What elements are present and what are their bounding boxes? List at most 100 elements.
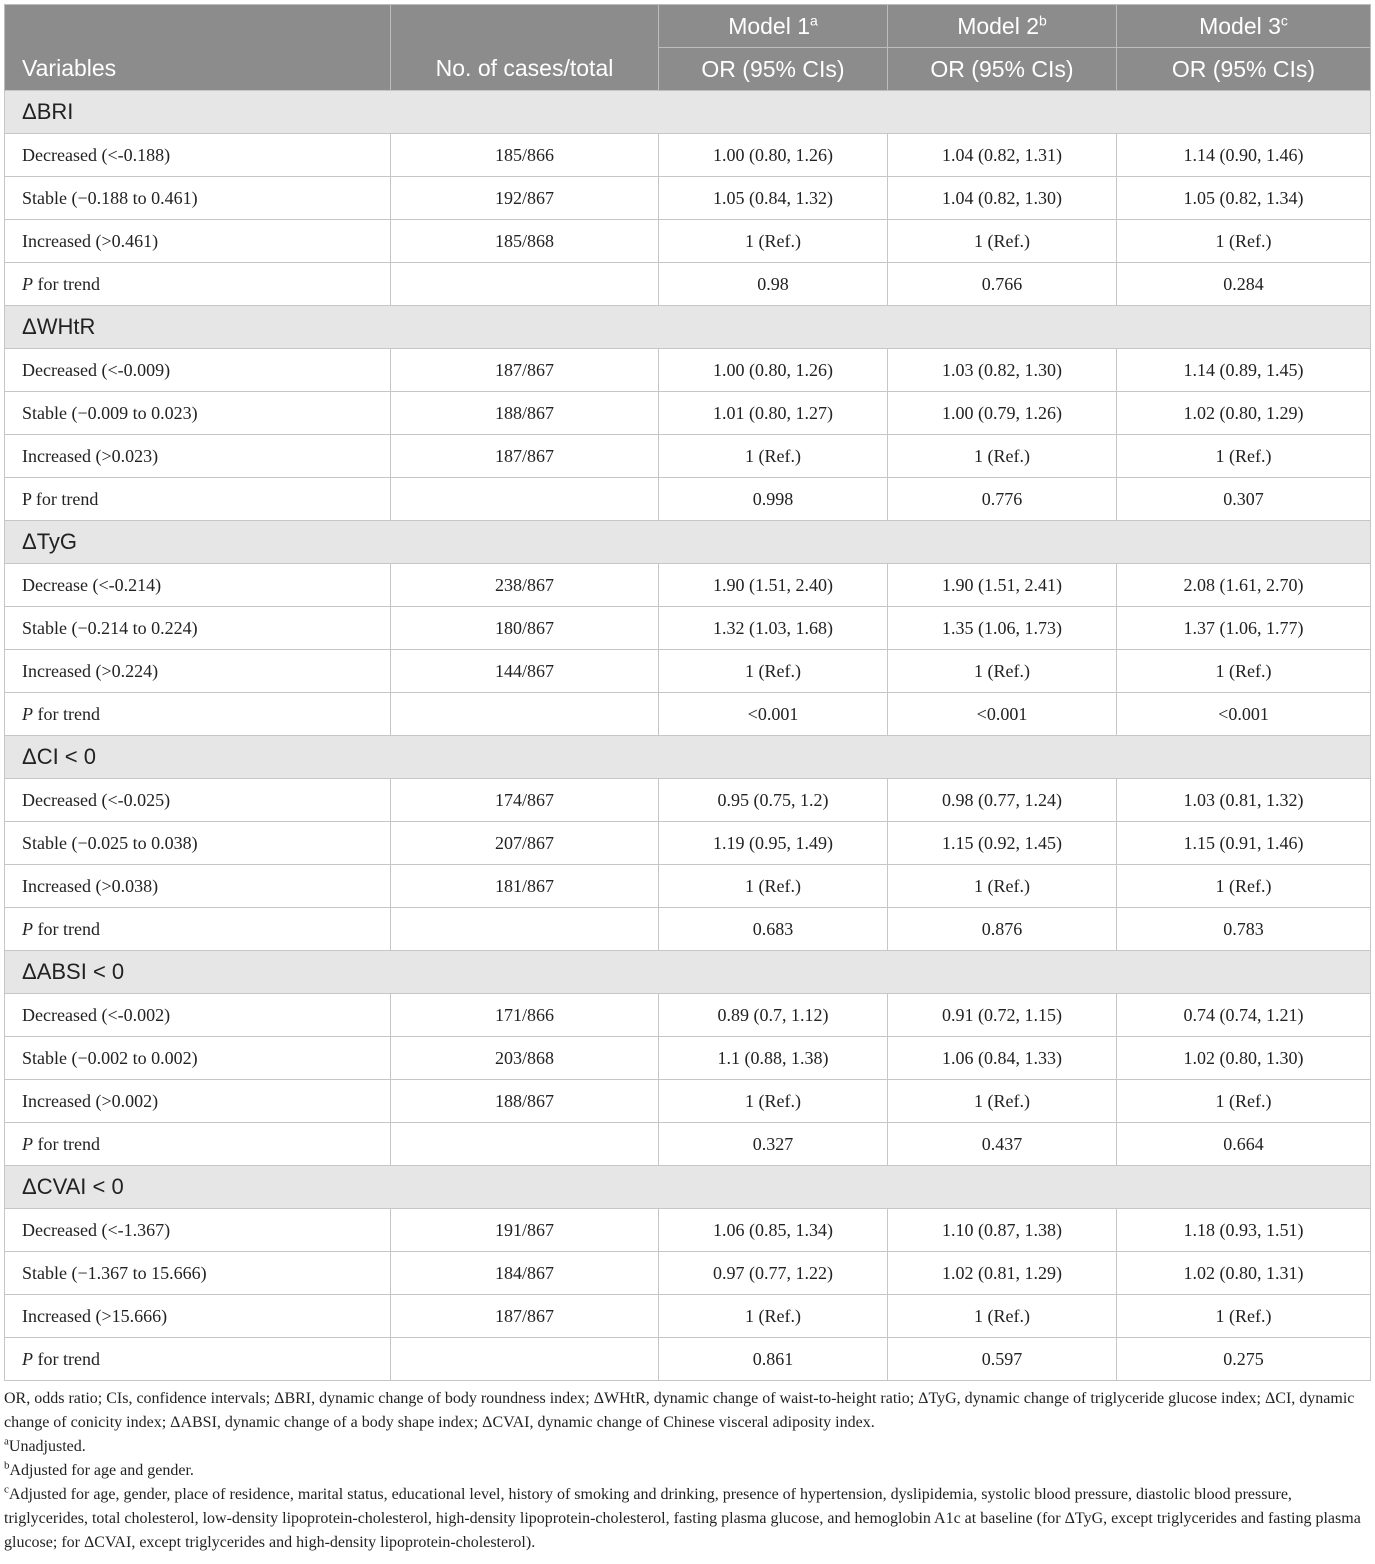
cell-model-2: 1.06 (0.84, 1.33) <box>887 1036 1117 1080</box>
cell-model-1: 0.998 <box>658 477 888 521</box>
cell-model-2: 1.02 (0.81, 1.29) <box>887 1251 1117 1295</box>
cell-model-1: 1 (Ref.) <box>658 434 888 478</box>
cell-model-3: 1 (Ref.) <box>1116 1079 1371 1123</box>
group-label: ΔCVAI < 0 <box>4 1165 1371 1209</box>
group-label: ΔABSI < 0 <box>4 950 1371 994</box>
header-model-2: Model 2b <box>887 4 1117 48</box>
group-row: ΔWHtR <box>4 305 1371 349</box>
results-table: Variables No. of cases/total Model 1a Mo… <box>4 4 1371 1381</box>
cell-cases: 207/867 <box>390 821 659 865</box>
cell-model-1: 0.861 <box>658 1337 888 1381</box>
cell-model-3: <0.001 <box>1116 692 1371 736</box>
cell-cases: 187/867 <box>390 348 659 392</box>
footnote-text: Unadjusted. <box>8 1438 86 1455</box>
group-row: ΔABSI < 0 <box>4 950 1371 994</box>
cell-cases: 185/868 <box>390 219 659 263</box>
model-sup: c <box>1280 11 1288 28</box>
cell-model-3: 1.02 (0.80, 1.29) <box>1116 391 1371 435</box>
cell-model-3: 0.275 <box>1116 1337 1371 1381</box>
header-model-3: Model 3c <box>1116 4 1371 48</box>
header-model-3-sub: OR (95% CIs) <box>1116 47 1371 91</box>
cell-cases: 171/866 <box>390 993 659 1037</box>
table-row: Increased (>0.002) 188/867 1 (Ref.) 1 (Ref.… <box>4 1079 1371 1123</box>
model-name: Model 1 <box>728 12 811 39</box>
cell-model-2: 1.35 (1.06, 1.73) <box>887 606 1117 650</box>
row-label: P for trend <box>4 692 391 736</box>
table-row: P for trend 0.683 0.876 0.783 <box>4 907 1371 951</box>
cell-model-1: <0.001 <box>658 692 888 736</box>
row-label: Stable (−0.009 to 0.023) <box>4 391 391 435</box>
cell-model-1: 0.683 <box>658 907 888 951</box>
header-cases: No. of cases/total <box>390 4 659 91</box>
cell-model-2: 1 (Ref.) <box>887 649 1117 693</box>
cell-model-2: 1 (Ref.) <box>887 1294 1117 1338</box>
group-row: ΔCVAI < 0 <box>4 1165 1371 1209</box>
cell-model-2: 0.597 <box>887 1337 1117 1381</box>
table-row: Increased (>15.666) 187/867 1 (Ref.) 1 (Ref… <box>4 1294 1371 1338</box>
row-label: Decrease (<-0.214) <box>4 563 391 607</box>
cell-model-2: 1 (Ref.) <box>887 434 1117 478</box>
table-body: ΔBRI Decreased (<-0.188) 185/866 1.00 (0.80… <box>4 90 1371 1381</box>
cell-model-2: 0.876 <box>887 907 1117 951</box>
cell-model-2: 1.90 (1.51, 2.41) <box>887 563 1117 607</box>
table-row: Stable (−0.025 to 0.038) 207/867 1.19 (0.9… <box>4 821 1371 865</box>
table-row: Increased (>0.224) 144/867 1 (Ref.) 1 (Ref.… <box>4 649 1371 693</box>
cell-model-3: 1 (Ref.) <box>1116 864 1371 908</box>
cell-cases: 188/867 <box>390 391 659 435</box>
footnote-a: aUnadjusted. <box>4 1435 1366 1459</box>
cell-model-3: 1.02 (0.80, 1.31) <box>1116 1251 1371 1295</box>
cell-model-1: 1.00 (0.80, 1.26) <box>658 348 888 392</box>
cell-cases: 192/867 <box>390 176 659 220</box>
footnote-mark: b <box>4 1459 10 1472</box>
table-row: Increased (>0.461) 185/868 1 (Ref.) 1 (Ref.… <box>4 219 1371 263</box>
row-label-rest: for trend <box>33 703 100 724</box>
model-sup: b <box>1039 11 1047 28</box>
cell-cases: 187/867 <box>390 1294 659 1338</box>
table-row: P for trend 0.98 0.766 0.284 <box>4 262 1371 306</box>
row-label: Stable (−0.188 to 0.461) <box>4 176 391 220</box>
footnotes: OR, odds ratio; CIs, confidence interval… <box>4 1387 1370 1555</box>
cell-model-3: 1 (Ref.) <box>1116 1294 1371 1338</box>
cell-model-3: 1.15 (0.91, 1.46) <box>1116 821 1371 865</box>
cell-model-1: 1.32 (1.03, 1.68) <box>658 606 888 650</box>
row-label: Decreased (<-0.002) <box>4 993 391 1037</box>
cell-cases: 191/867 <box>390 1208 659 1252</box>
table-row: Stable (−0.009 to 0.023) 188/867 1.01 (0.8… <box>4 391 1371 435</box>
table-row: Decreased (<-0.188) 185/866 1.00 (0.80, 1.… <box>4 133 1371 177</box>
cell-cases: 180/867 <box>390 606 659 650</box>
group-row: ΔCI < 0 <box>4 735 1371 779</box>
cell-cases <box>390 1122 659 1166</box>
table-row: Decreased (<-0.002) 171/866 0.89 (0.7, 1.1… <box>4 993 1371 1037</box>
table-row: Decreased (<-1.367) 191/867 1.06 (0.85, 1.… <box>4 1208 1371 1252</box>
cell-model-3: 1.37 (1.06, 1.77) <box>1116 606 1371 650</box>
cell-model-1: 1 (Ref.) <box>658 1294 888 1338</box>
cell-model-2: 0.776 <box>887 477 1117 521</box>
row-label-rest: for trend <box>33 273 100 294</box>
cell-model-1: 1.06 (0.85, 1.34) <box>658 1208 888 1252</box>
cell-model-3: 1.05 (0.82, 1.34) <box>1116 176 1371 220</box>
cell-model-2: 1.04 (0.82, 1.30) <box>887 176 1117 220</box>
cell-cases: 238/867 <box>390 563 659 607</box>
p-symbol: P <box>22 703 33 724</box>
cell-cases <box>390 262 659 306</box>
cell-model-1: 1.19 (0.95, 1.49) <box>658 821 888 865</box>
model-sup: a <box>810 11 818 28</box>
cell-model-2: 1.15 (0.92, 1.45) <box>887 821 1117 865</box>
header-variables: Variables <box>4 4 391 91</box>
cell-model-2: 1 (Ref.) <box>887 219 1117 263</box>
row-label: Increased (>0.023) <box>4 434 391 478</box>
header-model-1-sub: OR (95% CIs) <box>658 47 888 91</box>
row-label: Increased (>15.666) <box>4 1294 391 1338</box>
cell-model-1: 1.90 (1.51, 2.40) <box>658 563 888 607</box>
cell-model-2: 0.437 <box>887 1122 1117 1166</box>
cell-model-3: 1 (Ref.) <box>1116 219 1371 263</box>
cell-model-2: 1.00 (0.79, 1.26) <box>887 391 1117 435</box>
p-symbol: P <box>22 1348 33 1369</box>
cell-cases: 185/866 <box>390 133 659 177</box>
table-row: Stable (−0.002 to 0.002) 203/868 1.1 (0.88… <box>4 1036 1371 1080</box>
row-label: P for trend <box>4 477 391 521</box>
cell-model-3: 1.14 (0.89, 1.45) <box>1116 348 1371 392</box>
footnote-abbreviations: OR, odds ratio; CIs, confidence interval… <box>4 1390 1355 1431</box>
row-label: Stable (−1.367 to 15.666) <box>4 1251 391 1295</box>
group-label: ΔBRI <box>4 90 1371 134</box>
